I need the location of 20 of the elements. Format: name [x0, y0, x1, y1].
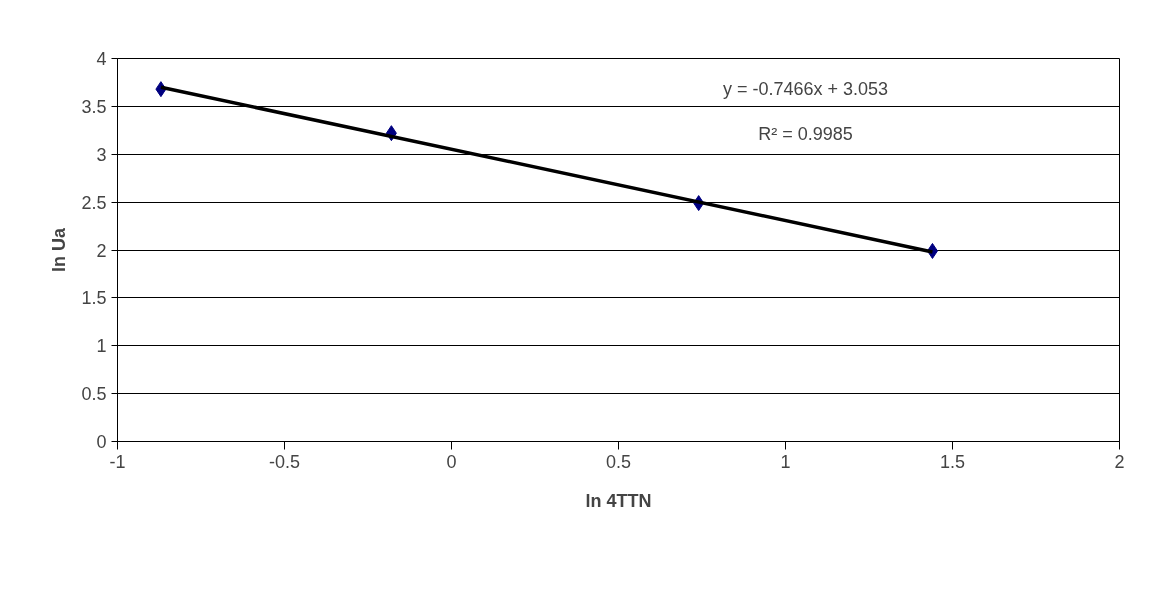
y-tick-label: 0	[96, 432, 107, 452]
x-tick-label: -1	[109, 451, 126, 472]
x-tick-label: 1	[780, 451, 791, 472]
x-axis-title: ln 4TTN	[585, 490, 652, 511]
y-tick-label: 3	[96, 144, 107, 165]
annotation: y = -0.7466x + 3.053	[722, 78, 889, 99]
y-tick-label: 2.5	[81, 192, 107, 213]
y-tick-label: 0.5	[81, 384, 107, 405]
y-axis-title: ln Ua	[48, 227, 69, 272]
y-tick-label: 1	[96, 336, 107, 357]
y-tick-label: 1.5	[81, 288, 107, 309]
x-tick-label: 0	[446, 451, 457, 472]
y-tick-label: 3.5	[81, 96, 107, 117]
x-tick-label: 2	[1114, 451, 1125, 472]
x-tick-label: 0.5	[605, 451, 632, 472]
y-tick-label: 4	[96, 49, 107, 69]
x-tick-label: -0.5	[268, 451, 301, 472]
x-tick-label: 1.5	[939, 451, 966, 472]
annotation: R² = 0.9985	[758, 123, 853, 144]
y-tick-label: 2	[96, 240, 107, 261]
